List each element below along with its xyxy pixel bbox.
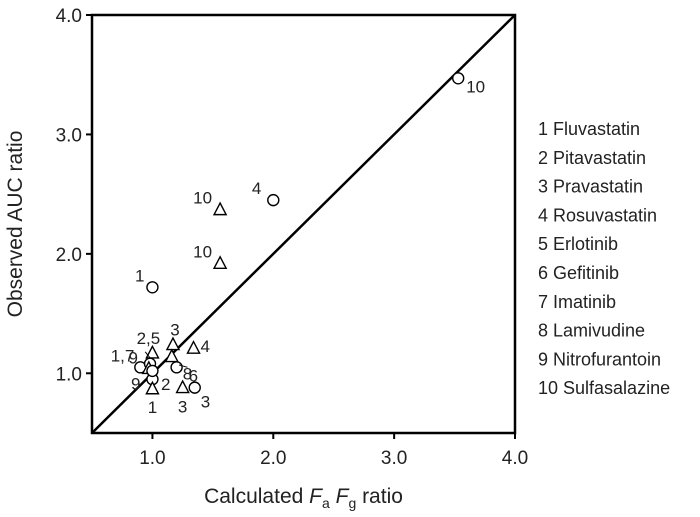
triangle-marker (175, 379, 190, 394)
circle-marker (267, 193, 280, 207)
point-label: 6 (189, 366, 198, 385)
leader-line (178, 364, 188, 368)
circle-marker (188, 381, 201, 394)
point-label: 9 (131, 374, 140, 393)
point-label: 2 (161, 375, 170, 394)
legend-item: 6 Gefitinib (538, 263, 619, 283)
legend-item: 2 Pitavastatin (538, 148, 646, 168)
point-label: 9 (129, 349, 138, 368)
legend-item: 4 Rosuvastatin (538, 205, 657, 225)
point-label: 8 (183, 364, 192, 383)
x-axis-title-suffix: ratio (356, 485, 403, 508)
triangle-marker (145, 380, 160, 395)
y-tick-label: 2.0 (56, 245, 82, 266)
y-tick-label: 1.0 (56, 364, 82, 385)
legend-item: 5 Erlotinib (538, 234, 618, 254)
x-tick-label: 2.0 (260, 448, 286, 469)
plot-area (90, 13, 517, 435)
point-label: 1 (135, 266, 144, 285)
circle-marker (451, 72, 465, 85)
legend-item: 1 Fluvastatin (538, 119, 640, 139)
point-label: 4 (252, 179, 261, 198)
data-points (134, 72, 465, 395)
legend-item: 7 Imatinib (538, 292, 616, 312)
legend-item: 10 Sulfasalazine (538, 378, 670, 398)
x-axis-title-prefix: Calculated (204, 485, 309, 508)
axis-ticks: 1.0 2.0 3.0 4.0 1.0 2.0 3.0 4.0 (56, 6, 529, 469)
identity-line (91, 14, 516, 434)
legend: 1 Fluvastatin 2 Pitavastatin 3 Pravastatin… (538, 119, 670, 398)
point-label: 10 (466, 77, 485, 96)
point-label: 1,7 (111, 346, 135, 365)
point-label: 3 (178, 398, 187, 417)
identity-line-layer (91, 14, 516, 434)
point-label: 1 (148, 398, 157, 417)
x-axis-title-fa-sub: a (322, 495, 330, 511)
point-label: 10 (193, 189, 212, 208)
point-label: 10 (193, 242, 212, 261)
plot-frame (90, 13, 517, 435)
point-label: 3 (170, 321, 179, 340)
x-axis-title-fg: F (336, 485, 350, 508)
triangle-marker (164, 348, 179, 363)
triangle-marker (212, 255, 228, 270)
circle-marker (146, 281, 159, 294)
x-axis-title: Calculated Fa Fg ratio (204, 485, 403, 511)
circle-marker (170, 361, 183, 374)
x-tick-label: 3.0 (381, 448, 407, 469)
legend-item: 9 Nitrofurantoin (538, 349, 661, 369)
x-tick-label: 4.0 (502, 448, 528, 469)
point-label: 2,5 (137, 329, 161, 348)
x-axis-title-fg-sub: g (348, 495, 356, 511)
y-tick-label: 3.0 (56, 125, 82, 146)
legend-item: 3 Pravastatin (538, 177, 643, 197)
point-label: 3 (201, 393, 210, 412)
x-axis-title-fa: F (309, 485, 323, 508)
x-tick-label: 1.0 (139, 448, 165, 469)
triangle-marker (212, 201, 228, 216)
y-axis-title: Observed AUC ratio (4, 131, 27, 318)
triangle-marker (145, 344, 160, 359)
triangle-marker (165, 336, 181, 351)
triangle-marker (186, 340, 201, 354)
y-tick-label: 4.0 (56, 6, 82, 27)
circle-marker (146, 364, 159, 378)
leader-line (144, 351, 151, 359)
legend-item: 8 Lamivudine (538, 321, 645, 341)
point-label: 4 (201, 337, 210, 356)
